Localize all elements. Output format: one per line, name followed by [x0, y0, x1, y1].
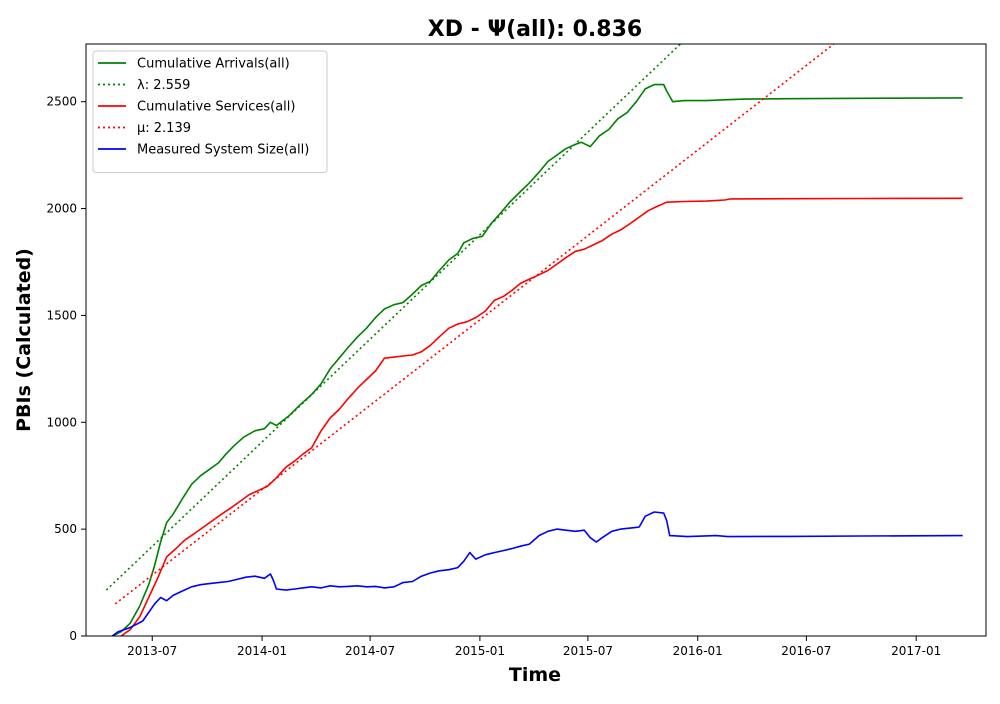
series-line-0: [111, 83, 963, 636]
x-tick-label: 2015-07: [563, 644, 613, 658]
series-line-1: [105, 44, 681, 591]
y-tick-label: 0: [69, 629, 77, 643]
x-axis-title: Time: [509, 664, 561, 686]
x-tick-label: 2013-07: [127, 644, 177, 658]
plot-frame: [85, 43, 987, 637]
legend-label-1: λ: 2.559: [137, 78, 190, 93]
y-tick-label: 1500: [46, 308, 77, 322]
series-line-2: [120, 197, 963, 636]
series-layer: [105, 44, 963, 636]
legend-label-2: Cumulative Services(all): [137, 100, 295, 115]
x-tick-label: 2014-01: [237, 644, 287, 658]
y-tick-label: 1000: [46, 415, 77, 429]
series-line-4: [111, 511, 963, 636]
y-tick-label: 2000: [46, 202, 77, 216]
legend-frame: [92, 50, 328, 173]
legend-label-4: Measured System Size(all): [137, 143, 309, 158]
y-axis-title: PBIs (Calculated): [13, 248, 35, 432]
y-tick-label: 500: [54, 522, 77, 536]
legend-label-3: μ: 2.139: [137, 121, 191, 136]
y-tick-label: 2500: [46, 95, 77, 109]
x-tick-label: 2017-01: [891, 644, 941, 658]
x-tick-label: 2016-01: [673, 644, 723, 658]
x-tick-label: 2016-07: [781, 644, 831, 658]
x-tick-label: 2015-01: [455, 644, 505, 658]
chart-title: XD - Ψ(all): 0.836: [428, 17, 642, 42]
series-line-3: [114, 44, 835, 605]
legend-label-0: Cumulative Arrivals(all): [137, 57, 290, 72]
axes-layer: 2013-07 2014-01 2014-07 2015-01 2015-07 2016-…: [46, 95, 941, 658]
x-tick-label: 2014-07: [345, 644, 395, 658]
legend: Cumulative Arrivals(all) λ: 2.559 Cumulati…: [92, 50, 328, 173]
